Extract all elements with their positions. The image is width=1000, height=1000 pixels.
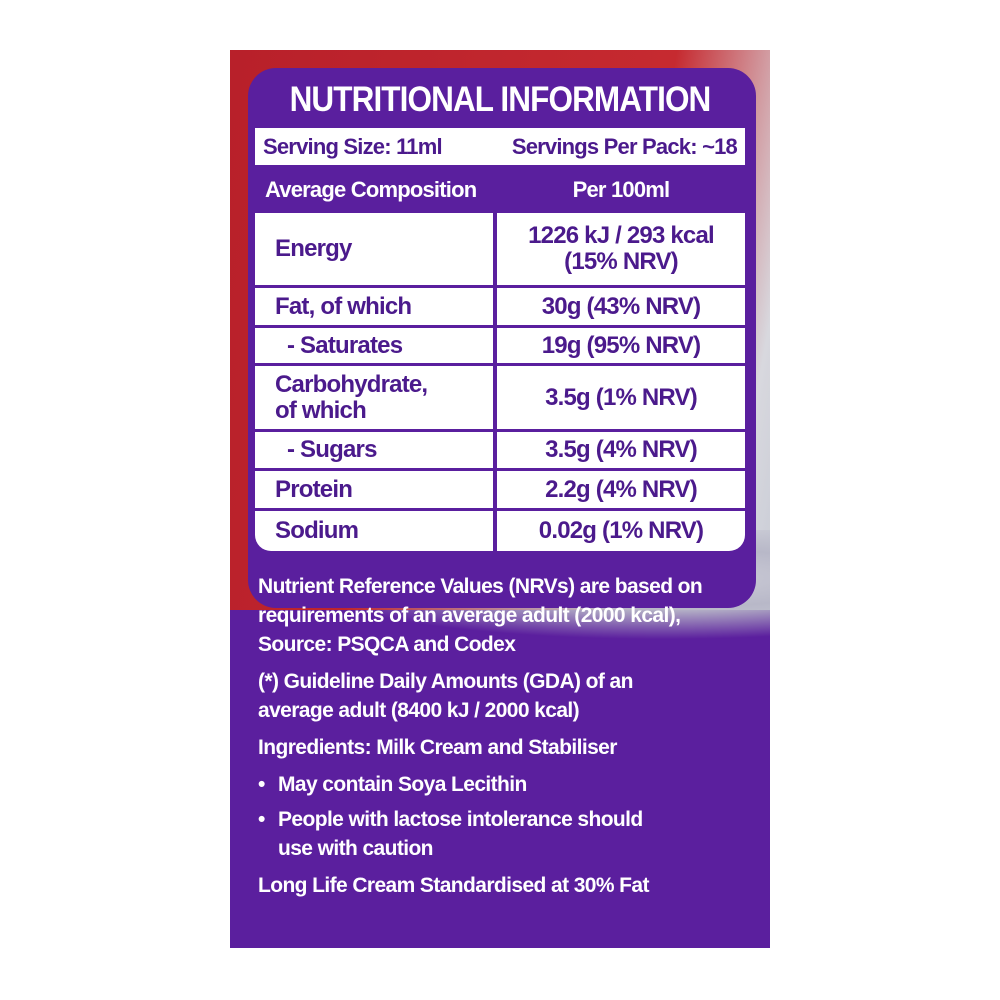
nutrient-name: Protein [255, 471, 493, 508]
gda-note: (*) Guideline Daily Amounts (GDA) of an … [258, 670, 633, 722]
nutrient-name: - Sugars [255, 432, 493, 468]
header-composition: Average Composition [255, 170, 493, 210]
bullet-item: • May contain Soya Lecithin [258, 770, 763, 799]
nutrient-name: Carbohydrate, of which [255, 366, 493, 429]
nutrient-name: Energy [255, 213, 493, 285]
product-package: NUTRITIONAL INFORMATION Serving Size: 11… [230, 50, 770, 948]
table-row: - Sugars 3.5g (4% NRV) [255, 432, 745, 468]
bullet-icon: • [258, 808, 265, 831]
table-row: Fat, of which 30g (43% NRV) [255, 288, 745, 325]
table-row: Sodium 0.02g (1% NRV) [255, 511, 745, 551]
bullet-text: People with lactose intolerance should u… [278, 808, 643, 860]
nutrient-value: 1226 kJ / 293 kcal (15% NRV) [497, 213, 745, 285]
table-row: Protein 2.2g (4% NRV) [255, 471, 745, 508]
nutrient-name: - Saturates [255, 328, 493, 363]
nutrient-value: 2.2g (4% NRV) [497, 471, 745, 508]
nutrient-name: Fat, of which [255, 288, 493, 325]
nutrition-table: NUTRITIONAL INFORMATION Serving Size: 11… [255, 72, 745, 554]
table-row: Energy 1226 kJ / 293 kcal (15% NRV) [255, 213, 745, 285]
table-row: - Saturates 19g (95% NRV) [255, 328, 745, 363]
bullet-text: May contain Soya Lecithin [278, 773, 527, 796]
nutrient-value: 3.5g (4% NRV) [497, 432, 745, 468]
label-notes: Nutrient Reference Values (NRVs) are bas… [258, 572, 763, 900]
purple-background [230, 610, 770, 948]
header-per-100ml: Per 100ml [497, 170, 745, 210]
footer-text: Long Life Cream Standardised at 30% Fat [258, 874, 649, 897]
nutrient-name: Sodium [255, 511, 493, 551]
bullet-item: • People with lactose intolerance should … [258, 805, 763, 863]
nutrient-value: 0.02g (1% NRV) [497, 511, 745, 551]
nutrient-value: 19g (95% NRV) [497, 328, 745, 363]
table-row: Carbohydrate, of which 3.5g (1% NRV) [255, 366, 745, 429]
serving-size: Serving Size: 11ml [263, 133, 443, 159]
ingredients: Ingredients: Milk Cream and Stabiliser [258, 736, 617, 759]
nrv-note: Nutrient Reference Values (NRVs) are bas… [258, 575, 703, 656]
nutrient-value: 30g (43% NRV) [497, 288, 745, 325]
table-title: NUTRITIONAL INFORMATION [289, 80, 712, 119]
servings-per-pack: Servings Per Pack: ~18 [511, 133, 738, 159]
serving-row: Serving Size: 11ml Servings Per Pack: ~1… [255, 128, 745, 165]
header-row: Average Composition Per 100ml [255, 170, 745, 210]
nutrient-value: 3.5g (1% NRV) [497, 366, 745, 429]
bullet-icon: • [258, 773, 265, 796]
